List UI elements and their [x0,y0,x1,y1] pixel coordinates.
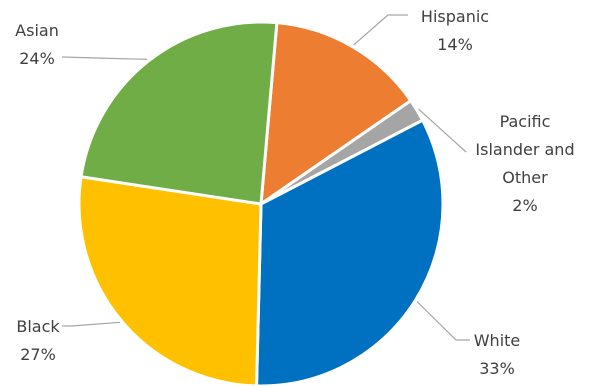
leader-line-hispanic [353,14,408,46]
label-hispanic-name: Hispanic [421,7,489,26]
pie-slice-white [255,118,445,387]
label-asian-name: Asian [15,21,59,40]
leader-line-white [416,301,470,341]
label-pacific-value: 2% [512,196,537,215]
label-white-name: White [474,331,521,350]
label-hispanic-value: 14% [437,35,473,54]
label-pacific-name-line2: Islander and [475,140,574,159]
leader-line-black [62,321,121,327]
leader-lines [61,14,470,341]
label-white-value: 33% [479,359,515,378]
label-black-name: Black [16,317,60,336]
pie-slice-hispanic [259,21,413,208]
leader-line-asian [61,56,148,60]
label-black-value: 27% [20,345,56,364]
label-asian-value: 24% [19,49,55,68]
pie-slices [77,20,445,387]
leader-line-pacific-islander-and-other [418,108,467,153]
label-pacific-name-line3: Other [502,168,548,187]
pie-slice-asian [79,20,279,206]
label-pacific-name-line1: Pacific [500,112,551,131]
pie-slice-black [77,175,263,387]
